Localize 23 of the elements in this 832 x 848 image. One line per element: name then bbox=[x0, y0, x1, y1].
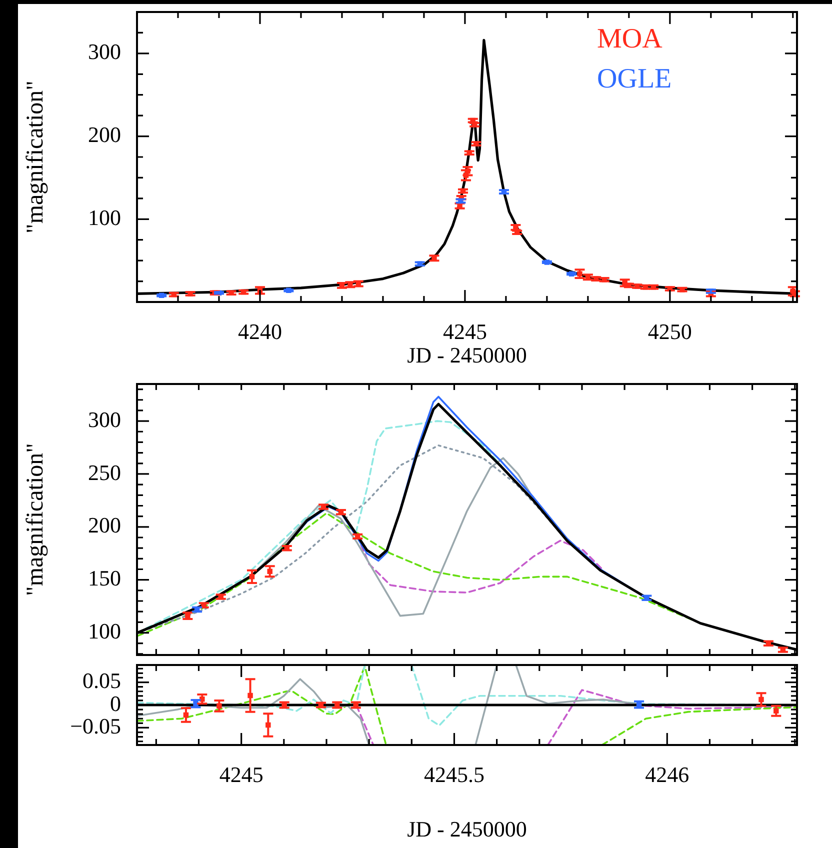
y-tick-label: 250 bbox=[88, 460, 121, 485]
y-tick-label: 300 bbox=[88, 39, 121, 64]
y-tick-label: 0.05 bbox=[82, 668, 121, 694]
x-axis-title: JD - 2450000 bbox=[407, 816, 527, 842]
text: OGLE bbox=[597, 63, 672, 94]
y-tick-label: 150 bbox=[88, 566, 121, 591]
y-axis-title: "magnification" bbox=[22, 80, 49, 234]
x-tick-label: 4245.5 bbox=[424, 762, 484, 787]
x-tick-label: 4240 bbox=[238, 318, 282, 344]
y-tick-label: 200 bbox=[88, 512, 121, 538]
x-tick-label: 4245 bbox=[442, 318, 487, 344]
text: MOA bbox=[597, 23, 664, 54]
y-tick-label: −0.05 bbox=[70, 714, 121, 739]
x-tick-label: 4246 bbox=[645, 762, 690, 787]
x-tick-label: 4245 bbox=[219, 762, 264, 787]
y-tick-label: 0 bbox=[110, 690, 121, 716]
y-tick-label: 200 bbox=[88, 122, 121, 148]
x-axis-title: JD - 2450000 bbox=[407, 342, 527, 368]
y-tick-label: 100 bbox=[88, 618, 121, 644]
y-tick-label: 300 bbox=[88, 406, 121, 432]
y-tick-label: 100 bbox=[88, 204, 121, 230]
y-axis-title: "magnification" bbox=[22, 443, 49, 596]
x-tick-label: 4250 bbox=[648, 318, 692, 344]
